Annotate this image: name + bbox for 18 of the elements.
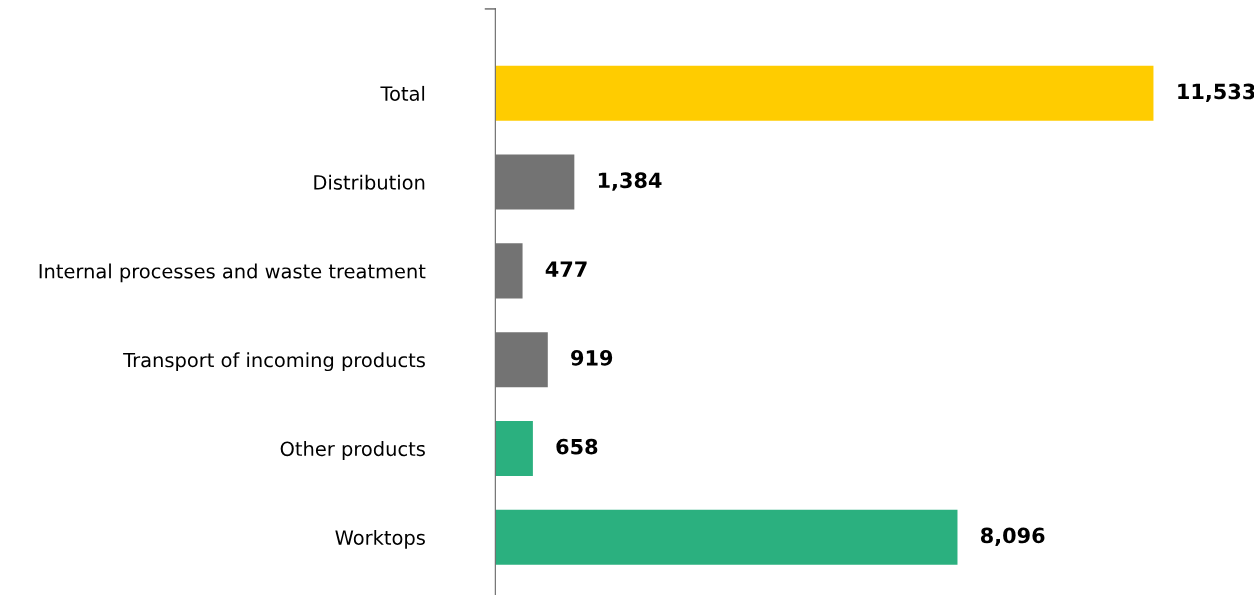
bar	[495, 65, 1154, 121]
data-label: 1,384	[598, 172, 662, 191]
y-tick-label: Internal processes and waste treatment	[39, 263, 426, 283]
data-label: 658	[556, 438, 598, 455]
bar	[495, 332, 548, 388]
data-label: 11,533	[1178, 83, 1254, 102]
y-tick-label: Worktops	[335, 529, 425, 549]
bar	[495, 243, 523, 299]
y-tick-label: Transport of incoming products	[123, 352, 425, 372]
bar	[495, 154, 575, 210]
bar	[495, 509, 958, 565]
data-label: 477	[545, 261, 587, 277]
y-tick-label: Distribution	[314, 174, 425, 190]
bar	[495, 420, 533, 477]
y-tick-label: Other products	[280, 441, 425, 460]
data-label: 8,096	[980, 527, 1045, 546]
y-tick-label: Total	[380, 85, 425, 101]
data-label: 919	[571, 349, 613, 366]
